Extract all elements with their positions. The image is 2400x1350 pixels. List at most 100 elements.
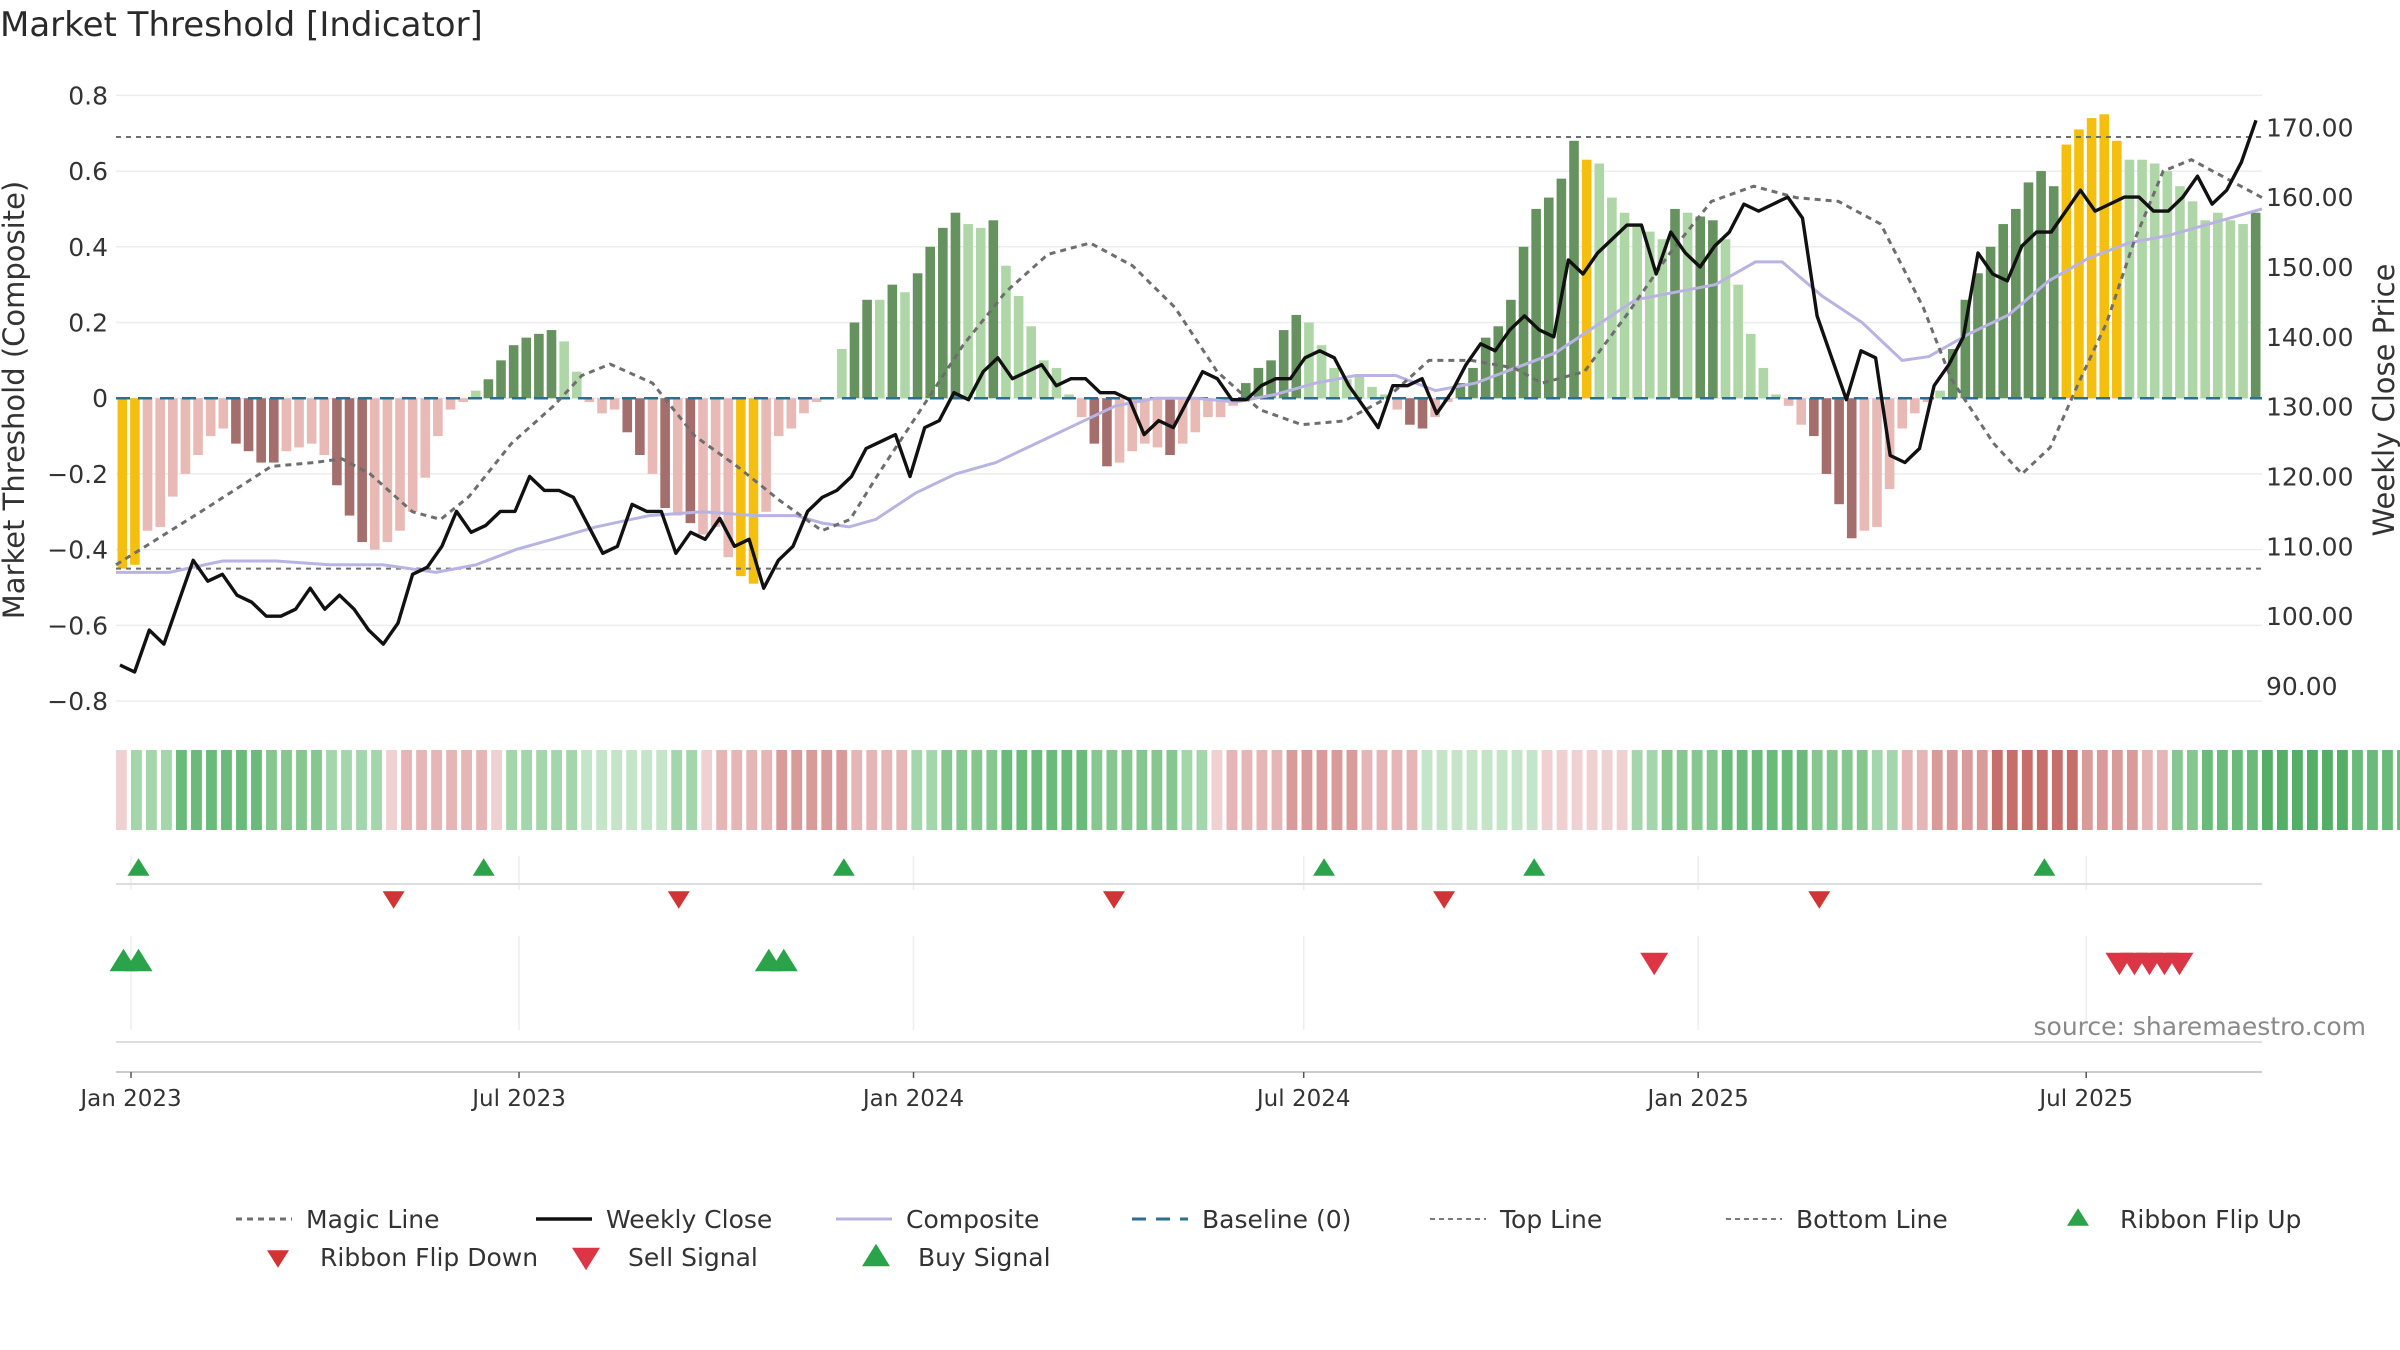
threshold-bar — [799, 398, 809, 414]
ribbon-cell — [671, 750, 683, 830]
ribbon-cell — [1331, 750, 1343, 830]
ribbon-cell — [2156, 750, 2168, 830]
signal-panels — [109, 856, 2262, 1073]
ribbon-cell — [1571, 750, 1583, 830]
ribbon-cell — [1826, 750, 1838, 830]
threshold-bar — [1342, 379, 1352, 399]
ribbon-cell — [941, 750, 953, 830]
legend-item-flipdown: Ribbon Flip Down — [267, 1243, 538, 1272]
threshold-bar — [1657, 239, 1668, 399]
ribbon-flip-up-marker — [127, 858, 150, 876]
threshold-bar — [1013, 296, 1024, 399]
y-left-tick-label: −0.2 — [47, 460, 108, 489]
ribbon-cell — [161, 750, 172, 830]
threshold-bar — [2175, 186, 2185, 399]
threshold-bar — [1506, 299, 1516, 399]
threshold-bar — [1493, 326, 1504, 399]
source-note: source: sharemaestro.com — [2034, 1012, 2367, 1041]
threshold-bar — [1480, 337, 1491, 399]
legend-label: Bottom Line — [1796, 1205, 1948, 1234]
threshold-bar — [130, 398, 140, 565]
y-right-tick-label: 140.00 — [2266, 323, 2353, 352]
threshold-bar — [1367, 386, 1377, 399]
legend-label: Weekly Close — [606, 1205, 772, 1234]
ribbon-cell — [1991, 750, 2003, 830]
ribbon-flip-up-marker — [2033, 858, 2056, 876]
chart-title: Market Threshold [Indicator] — [0, 5, 483, 45]
ribbon-cell — [1181, 750, 1193, 830]
ribbon-cell — [2021, 750, 2033, 830]
ribbon-cell — [656, 750, 668, 830]
ribbon-flip-down-marker — [667, 891, 690, 909]
ribbon-cell — [1091, 750, 1103, 830]
threshold-bar — [1910, 398, 1920, 414]
sell-signal-marker — [2165, 952, 2194, 976]
threshold-bar — [332, 398, 342, 486]
ribbon-cell — [2081, 750, 2093, 830]
threshold-bar — [269, 398, 279, 463]
threshold-bar — [1392, 398, 1403, 410]
threshold-bar — [1644, 231, 1655, 399]
threshold-bar — [142, 398, 153, 531]
ribbon-cell — [2277, 750, 2288, 830]
threshold-bar — [433, 398, 443, 437]
ribbon-cell — [1271, 750, 1283, 830]
legend-swatch — [2067, 1208, 2089, 1226]
threshold-bar — [811, 398, 822, 402]
threshold-bar — [2036, 171, 2046, 399]
ribbon-cell — [596, 750, 608, 830]
ribbon-flip-up-marker — [1313, 858, 1336, 876]
threshold-bar — [761, 398, 771, 512]
threshold-bar — [2238, 224, 2248, 399]
threshold-bar — [1379, 394, 1390, 399]
threshold-bar — [1682, 212, 1693, 399]
threshold-bar — [887, 284, 898, 399]
threshold-bar — [609, 398, 620, 410]
threshold-bar — [1935, 390, 1945, 399]
ribbon-cell — [1526, 750, 1538, 830]
threshold-bar — [597, 398, 607, 414]
threshold-bar — [407, 398, 418, 512]
threshold-bar — [1758, 367, 1769, 399]
ribbon-cell — [1061, 750, 1073, 830]
threshold-bar — [571, 371, 582, 399]
threshold-bar — [168, 398, 178, 497]
threshold-bar — [660, 398, 670, 508]
ribbon-cell — [1121, 750, 1133, 830]
threshold-bar — [1140, 398, 1150, 444]
weekly-close-line — [119, 119, 2258, 674]
ribbon-cell — [1631, 750, 1643, 830]
ribbon-cell — [1046, 750, 1058, 830]
buy-signal-marker — [124, 948, 153, 972]
ribbon-cell — [2141, 750, 2153, 830]
ribbon-cell — [716, 750, 728, 830]
y-right-tick-label: 130.00 — [2266, 393, 2353, 422]
x-tick-label: Jan 2025 — [1646, 1086, 1749, 1112]
ribbon-cell — [1841, 750, 1853, 830]
ribbon-cell — [386, 750, 397, 830]
threshold-bar — [837, 349, 847, 399]
ribbon-cell — [2216, 750, 2228, 830]
legend-label: Ribbon Flip Down — [320, 1243, 538, 1272]
ribbon-cell — [1661, 750, 1673, 830]
threshold-bar — [1872, 398, 1882, 527]
threshold-bar — [1177, 398, 1188, 444]
threshold-bar — [1102, 398, 1112, 467]
threshold-bar — [925, 246, 936, 399]
threshold-bar — [559, 341, 569, 399]
threshold-bar — [1076, 398, 1087, 418]
ribbon-cell — [1601, 750, 1613, 830]
threshold-bar — [2250, 212, 2261, 399]
ribbon-cell — [2352, 750, 2363, 830]
ribbon-flip-up-marker — [832, 858, 855, 876]
threshold-bar — [508, 345, 519, 399]
threshold-bar — [344, 398, 355, 516]
threshold-bar — [2099, 114, 2109, 399]
y-right-tick-label: 110.00 — [2266, 532, 2353, 561]
ribbon-cell — [2051, 750, 2063, 830]
threshold-bar — [546, 330, 557, 399]
ribbon-cell — [926, 750, 938, 830]
ribbon-cell — [1901, 750, 1913, 830]
ribbon-cell — [1481, 750, 1493, 830]
sell-signal-marker — [1640, 952, 1669, 976]
